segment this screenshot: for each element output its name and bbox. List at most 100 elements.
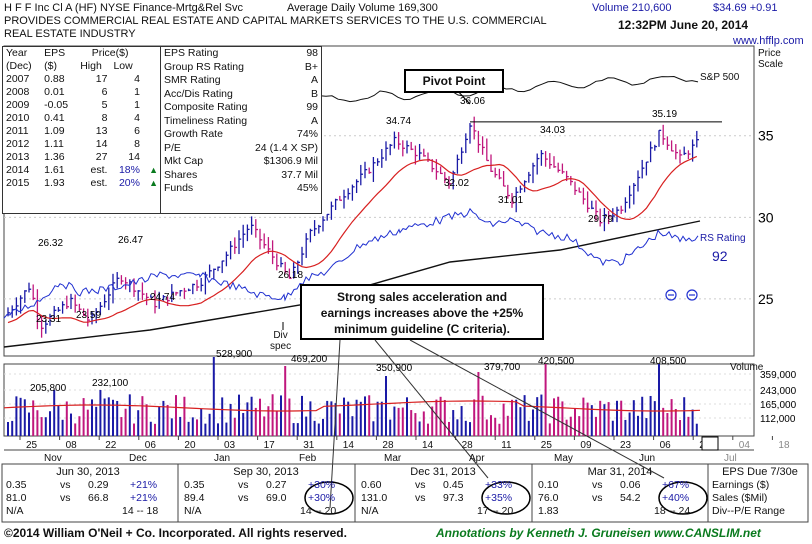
- year-cell: 1.93: [44, 177, 65, 189]
- pe-range-value: 1.83: [538, 505, 559, 517]
- legend-item: Sales ($Mil): [712, 492, 768, 504]
- pe-range-value: N/A: [6, 505, 24, 517]
- pe-range-value: 14 -- 20: [300, 505, 337, 517]
- volume-peak-label: 232,100: [92, 378, 129, 389]
- rating-row: Growth Rate 74%: [161, 128, 321, 142]
- year-cell: 1: [134, 99, 140, 111]
- legend-item: Earnings ($): [712, 479, 770, 491]
- rating-row: Group RS Rating B+: [161, 61, 321, 75]
- year-cell: 0.41: [44, 112, 65, 124]
- eps-value: 0.06: [620, 479, 641, 491]
- year-cell: 14: [128, 151, 140, 163]
- annual-eps-table: Year EPS Price($) (Dec) ($) High Low 200…: [2, 46, 162, 214]
- year-cell: [143, 138, 161, 151]
- col-year-sub: (Dec): [6, 60, 32, 72]
- sales-value: +30%: [308, 492, 336, 504]
- sales-value: 69.0: [266, 492, 287, 504]
- year-cell: 13: [95, 125, 108, 137]
- price-point-label: 23.59: [76, 310, 101, 321]
- pe-range-value: 18 -- 24: [654, 505, 691, 517]
- month-label: Jul: [724, 453, 737, 464]
- rating-row: EPS Rating 98: [161, 47, 321, 61]
- year-cell: 14: [95, 138, 108, 150]
- spec-text: spec: [270, 341, 292, 352]
- eps-value: 0.35: [184, 479, 205, 491]
- year-cell: 2011: [6, 125, 29, 137]
- year-cell: 0.01: [44, 86, 65, 98]
- growth-highlight-ellipse: [304, 481, 354, 515]
- date-tick-label: 09: [580, 440, 592, 451]
- year-cell: 4: [134, 112, 140, 124]
- volume-panel-frame: [3, 363, 755, 437]
- price-point-label: 35.19: [652, 109, 677, 120]
- year-cell: 27: [95, 151, 108, 163]
- year-cell: 6: [134, 125, 140, 137]
- volume-peak-label: 350,900: [376, 363, 413, 374]
- year-row: 2014 1.61 est. 18% ▲: [3, 164, 161, 177]
- rating-name: Acc/Dis Rating: [164, 87, 233, 100]
- date-tick-label: 03: [224, 440, 236, 451]
- annotation-credit: Annotations by Kenneth J. Gruneisen www.…: [436, 526, 761, 540]
- year-cell: 1.09: [44, 125, 65, 137]
- price-point-label: 34.03: [540, 125, 565, 136]
- month-label: Jan: [214, 453, 230, 464]
- volume-peak-label: 528,900: [216, 349, 253, 360]
- year-cell: est.: [90, 177, 108, 189]
- year-cell: 18%: [118, 164, 140, 176]
- price-change: $34.69 +0.91: [713, 2, 778, 14]
- rating-row: P/E 24 (1.4 X SP): [161, 142, 321, 156]
- volume-tick-label: 359,000: [760, 370, 797, 381]
- volume-tick-label: 165,000: [760, 400, 797, 411]
- year-cell: 1.61: [44, 164, 65, 176]
- company-description-2: REAL ESTATE INDUSTRY: [4, 28, 136, 40]
- rating-row: Acc/Dis Rating B: [161, 88, 321, 102]
- eps-value: +67%: [662, 479, 690, 491]
- volume-peak-label: 379,700: [484, 362, 521, 373]
- date-tick-label: 20: [184, 440, 196, 451]
- quarter-block: Jun 30, 2013 0.35 vs 0.29 +21% 81.0 vs 66.8 +21%…: [0, 466, 176, 522]
- company-description: PROVIDES COMMERCIAL REAL ESTATE AND CAPI…: [4, 15, 547, 27]
- quarter-block: Mar 31, 2014 0.10 vs 0.06 +67% 76.0 vs 54.2 +40%…: [532, 466, 708, 522]
- annotation-pointer: [374, 339, 489, 479]
- year-row: 2009 -0.05 5 1: [3, 99, 161, 112]
- year-row: 2013 1.36 27 14: [3, 151, 161, 164]
- year-cell: 8: [134, 138, 140, 150]
- sales-value: 66.8: [88, 492, 109, 504]
- rating-row: Timeliness Rating A: [161, 115, 321, 129]
- year-cell: 17: [95, 73, 108, 85]
- date-tick-label: 14: [422, 440, 434, 451]
- price-point-label: 26.32: [38, 238, 63, 249]
- rating-value: 99: [306, 101, 318, 113]
- moving-average-line: [7, 155, 698, 324]
- pe-range-value: N/A: [361, 505, 379, 517]
- year-cell: [143, 151, 161, 164]
- minus-circle-icon: [686, 289, 698, 301]
- volume-peak-label: 420,500: [538, 356, 575, 367]
- timestamp: 12:32PM June 20, 2014: [618, 18, 749, 32]
- volume-peak-label: 408,500: [650, 356, 687, 367]
- year-cell: -0.05: [44, 99, 69, 111]
- year-cell: [143, 86, 161, 99]
- rating-name: Mkt Cap: [164, 155, 204, 167]
- annotation-pointer: [329, 339, 341, 509]
- year-cell: 2013: [6, 151, 30, 163]
- year-cell: [143, 99, 161, 112]
- sp500-label: S&P 500: [700, 72, 740, 83]
- date-tick-label: 31: [303, 440, 315, 451]
- rating-value: A: [310, 74, 318, 86]
- sales-value: 131.0: [361, 492, 388, 504]
- month-label: May: [554, 453, 573, 464]
- year-cell: [143, 112, 161, 125]
- rating-value: B: [310, 87, 318, 100]
- rating-name: Growth Rate: [164, 128, 223, 140]
- month-label: Feb: [299, 453, 317, 464]
- rating-value: $1306.9 Mil: [263, 155, 318, 167]
- volume-peak-label: 205,800: [30, 383, 67, 394]
- analyst-note-line-1: Strong sales acceleration and: [336, 290, 508, 304]
- sales-value: +21%: [130, 492, 158, 504]
- eps-value: vs: [60, 479, 71, 491]
- price-point-label: 36.06: [460, 96, 485, 107]
- rating-name: Group RS Rating: [164, 60, 244, 73]
- analyst-note-line-3: minimum guideline (C criteria).: [333, 322, 511, 336]
